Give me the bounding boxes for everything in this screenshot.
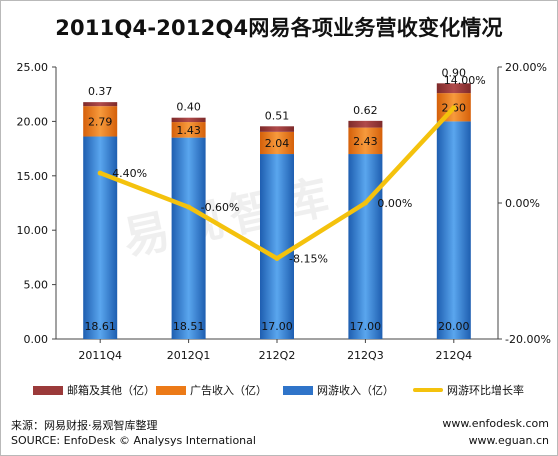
chart-legend: 邮箱及其他（亿） 广告收入（亿） 网游收入（亿） 网游环比增长率 [33, 381, 553, 399]
growth-label: -0.60% [201, 201, 240, 214]
growth-point [362, 200, 368, 206]
chart-title: 2011Q4-2012Q4网易各项业务营收变化情况 [55, 16, 503, 40]
legend-swatch-mail [33, 385, 63, 395]
bar-segment-mail [436, 83, 471, 94]
data-label-mail: 0.90 [442, 66, 467, 79]
y-left-tick-label: 20.00 [17, 115, 49, 128]
growth-point [186, 204, 192, 210]
growth-point [97, 170, 103, 176]
bar-segment-game [171, 137, 206, 339]
legend-swatch-ad [156, 385, 186, 395]
chart-canvas: 0.00 5.00 10.00 15.00 20.00 25.00 -20.00% 0.00%… [17, 61, 551, 362]
growth-point [451, 105, 457, 111]
growth-label: 0.00% [377, 197, 412, 210]
bar-segment-game [260, 154, 294, 339]
y-right-tick-label: 0.00% [505, 197, 540, 210]
footer-source-cn: 来源：网易财报·易观智库整理 [11, 419, 158, 432]
y-left-tick-label: 10.00 [17, 224, 49, 237]
bar-segment-ad [83, 106, 118, 137]
y-left-tick-label: 25.00 [17, 61, 49, 74]
legend-item-ad: 广告收入（亿） [156, 381, 267, 399]
data-label-game: 20.00 [438, 320, 470, 333]
data-label-game: 17.00 [350, 320, 382, 333]
y-left-tick-label: 5.00 [24, 279, 49, 292]
x-tick-label: 212Q2 [259, 349, 296, 362]
data-label-mail: 0.62 [353, 104, 378, 117]
growth-point [274, 255, 280, 261]
legend-label-growth: 网游环比增长率 [447, 384, 524, 397]
legend-item-mail: 邮箱及其他（亿） [33, 381, 155, 399]
bar-segment-ad [260, 131, 294, 155]
y-right-tick-label: 20.00% [505, 61, 547, 74]
data-label-game: 17.00 [261, 320, 293, 333]
x-tick-label: 212Q3 [347, 349, 384, 362]
bar-segment-mail [171, 117, 206, 123]
bar-segment-ad [171, 122, 206, 138]
data-label-mail: 0.37 [88, 85, 113, 98]
data-label-mail: 0.51 [265, 109, 290, 122]
legend-item-game: 网游收入（亿） [283, 381, 394, 399]
bar-segment-mail [348, 120, 383, 128]
data-label-ad: 2.43 [353, 135, 378, 148]
bar-segment-mail [260, 126, 294, 132]
y-left-tick-label: 15.00 [17, 170, 49, 183]
x-tick-label: 2012Q1 [167, 349, 211, 362]
y-left-tick-label: 0.00 [24, 333, 49, 346]
legend-swatch-game [283, 385, 313, 395]
x-tick-label: 2011Q4 [78, 349, 122, 362]
data-label-game: 18.61 [84, 320, 116, 333]
footer-url-eguan[interactable]: www.eguan.cn [468, 434, 549, 447]
data-label-ad: 2.79 [88, 115, 113, 128]
data-label-game: 18.51 [173, 320, 205, 333]
bar-segment-mail [83, 102, 118, 107]
legend-label-game: 网游收入（亿） [317, 384, 394, 397]
legend-swatch-growth [413, 388, 443, 392]
bar-segment-ad [348, 127, 383, 155]
data-label-mail: 0.40 [176, 101, 201, 114]
growth-label: -8.15% [289, 252, 328, 265]
data-label-ad: 1.43 [176, 124, 201, 137]
data-label-ad: 2.04 [265, 137, 290, 150]
legend-label-ad: 广告收入（亿） [190, 384, 267, 397]
footer-source-en: SOURCE: EnfoDesk © Analysys Internationa… [11, 434, 256, 447]
bar-segment-game [348, 154, 383, 339]
footer-url-enfodesk[interactable]: www.enfodesk.com [442, 417, 549, 430]
legend-item-growth: 网游环比增长率 [413, 381, 524, 399]
bar-segment-game [83, 136, 118, 339]
y-right-tick-label: -20.00% [505, 333, 551, 346]
growth-label: 4.40% [112, 167, 147, 180]
legend-label-mail: 邮箱及其他（亿） [67, 384, 155, 397]
x-tick-label: 212Q4 [435, 349, 472, 362]
growth-label: 14.00% [444, 74, 486, 87]
bar-segment-game [436, 121, 471, 340]
